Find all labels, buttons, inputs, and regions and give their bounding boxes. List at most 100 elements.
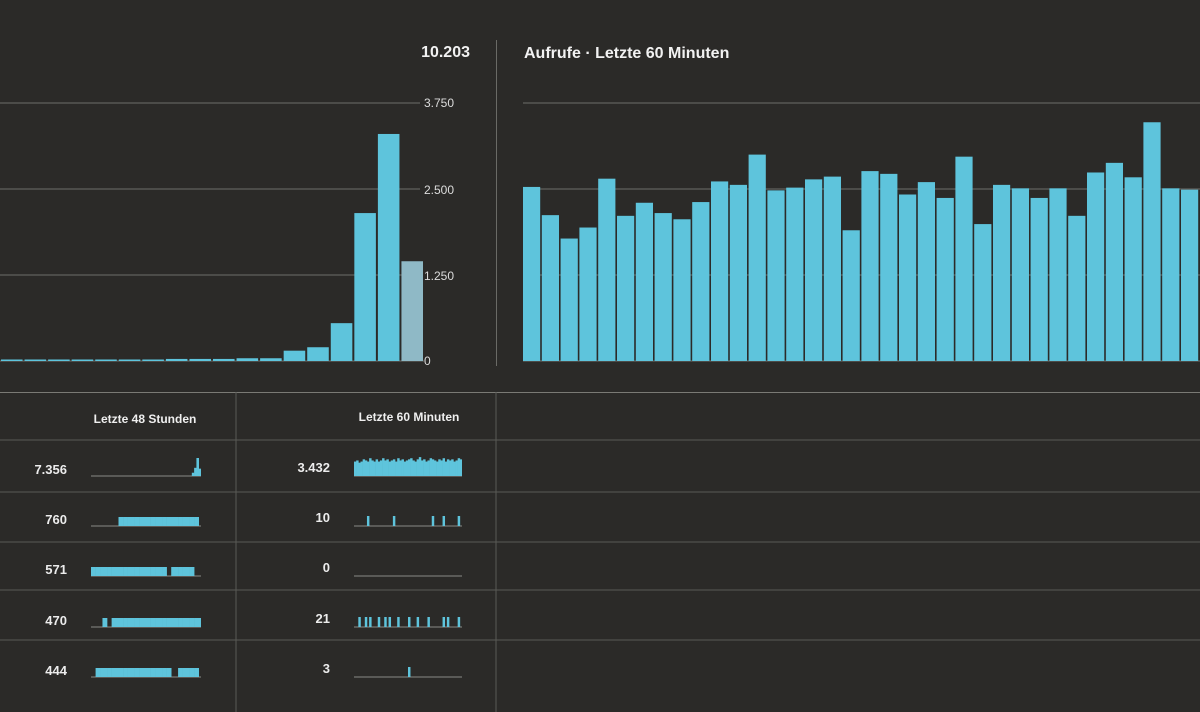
sparkline-bar xyxy=(358,462,361,476)
sparkline-bar xyxy=(136,517,140,526)
sparkline-bar xyxy=(97,668,101,677)
sparkline-bar xyxy=(455,460,458,476)
sparkline-bar xyxy=(134,668,138,677)
sparkline-bar xyxy=(410,458,413,476)
y-tick-label: 1.250 xyxy=(424,269,455,283)
sparkline-bar xyxy=(152,618,156,627)
row-value-48h: 7.356 xyxy=(34,462,67,477)
sparkline-bar xyxy=(191,618,195,627)
sparkline-bar xyxy=(182,517,186,526)
bar xyxy=(823,176,841,361)
sparkline-bar xyxy=(446,617,450,627)
chart-title: Aufrufe · Letzte 60 Minuten xyxy=(524,45,730,62)
sparkline-bar xyxy=(111,567,115,576)
sparkline-bar xyxy=(184,517,188,526)
bar xyxy=(936,197,954,361)
sparkline-bar xyxy=(150,668,154,677)
bar xyxy=(307,347,329,361)
sparkline-bar xyxy=(442,516,446,526)
sparkline-bar xyxy=(132,567,135,576)
sparkline-bar xyxy=(401,459,404,476)
sparkline-bar xyxy=(446,459,450,476)
row-value-48h: 760 xyxy=(45,512,67,527)
bar xyxy=(654,213,672,361)
sparkline-bar xyxy=(152,668,156,677)
sparkline-bar xyxy=(194,668,197,677)
bar xyxy=(729,184,747,361)
sparkline-bar xyxy=(168,517,172,526)
sparkline-bar xyxy=(111,668,115,677)
sparkline-bar xyxy=(196,618,200,627)
sparkline-bar xyxy=(384,617,387,627)
sparkline-bar xyxy=(116,668,119,677)
sparkline-bar xyxy=(397,617,400,627)
sparkline-bar xyxy=(102,618,106,627)
sparkline-bar xyxy=(362,459,366,476)
sparkline-bar xyxy=(408,617,411,627)
sparkline-60m xyxy=(354,457,462,477)
sparkline-bar xyxy=(392,516,396,526)
sparkline-bar xyxy=(162,668,165,677)
sparkline-bar xyxy=(178,517,181,526)
column-header-48h[interactable]: Letzte 48 Stunden xyxy=(93,412,197,426)
sparkline-bar xyxy=(136,567,140,576)
sparkline-bar xyxy=(127,668,131,677)
sparkline-bar xyxy=(139,668,142,677)
bar xyxy=(189,358,211,361)
sparkline-bar xyxy=(184,567,188,576)
sparkline-bar xyxy=(143,668,147,677)
sparkline-bar xyxy=(194,517,197,526)
sparkline-bar xyxy=(164,618,167,627)
sparkline-bar xyxy=(171,567,174,576)
bar xyxy=(118,359,141,361)
bar xyxy=(1030,197,1048,361)
sparkline-bar xyxy=(123,567,126,576)
row-value-48h: 444 xyxy=(45,663,67,678)
sparkline-bar xyxy=(109,567,112,576)
sparkline-bar xyxy=(127,618,131,627)
bar xyxy=(1087,172,1105,361)
sparkline-bar xyxy=(113,668,117,677)
sparkline-bar xyxy=(451,459,454,476)
sparkline-bar xyxy=(95,567,99,576)
sparkline-bar xyxy=(164,517,167,526)
sparkline-bar xyxy=(116,567,119,576)
sparkline-bar xyxy=(198,468,201,476)
sparkline-bar xyxy=(139,517,142,526)
column-header-60m[interactable]: Letzte 60 Minuten xyxy=(358,410,460,424)
sparkline-bar xyxy=(431,459,435,476)
sparkline-48h xyxy=(91,618,201,628)
sparkline-bar xyxy=(129,517,133,526)
sparkline-bar xyxy=(187,668,190,677)
sparkline-bar xyxy=(431,516,435,526)
sparkline-bar xyxy=(175,517,179,526)
sparkline-bar xyxy=(125,668,128,677)
sparkline-bar xyxy=(459,459,462,476)
sparkline-bar xyxy=(159,668,163,677)
sparkline-bar xyxy=(189,517,193,526)
sparkline-bar xyxy=(141,668,145,677)
sparkline-bar xyxy=(125,517,128,526)
sparkline-bar xyxy=(196,517,200,526)
sparkline-bar xyxy=(120,618,124,627)
sparkline-bar xyxy=(134,618,138,627)
bar xyxy=(377,133,400,361)
sparkline-bar xyxy=(152,517,156,526)
sparkline-bar xyxy=(191,517,195,526)
sparkline-bar xyxy=(162,618,165,627)
sparkline-60m xyxy=(354,617,462,628)
sparkline-bar xyxy=(93,567,96,576)
sparkline-bar xyxy=(388,461,392,476)
sparkline-bar xyxy=(416,617,420,627)
sparkline-bar xyxy=(444,461,448,476)
sparkline-bar xyxy=(418,457,422,476)
sparkline-bar xyxy=(148,517,151,526)
sparkline-bar xyxy=(139,567,142,576)
sparkline-bar xyxy=(425,461,428,476)
sparkline-bar xyxy=(416,459,420,476)
sparkline-bar xyxy=(164,567,167,576)
sparkline-bar xyxy=(164,668,167,677)
y-tick-label: 2.500 xyxy=(424,183,455,197)
sparkline-bar xyxy=(150,517,154,526)
sparkline-bar xyxy=(134,517,138,526)
